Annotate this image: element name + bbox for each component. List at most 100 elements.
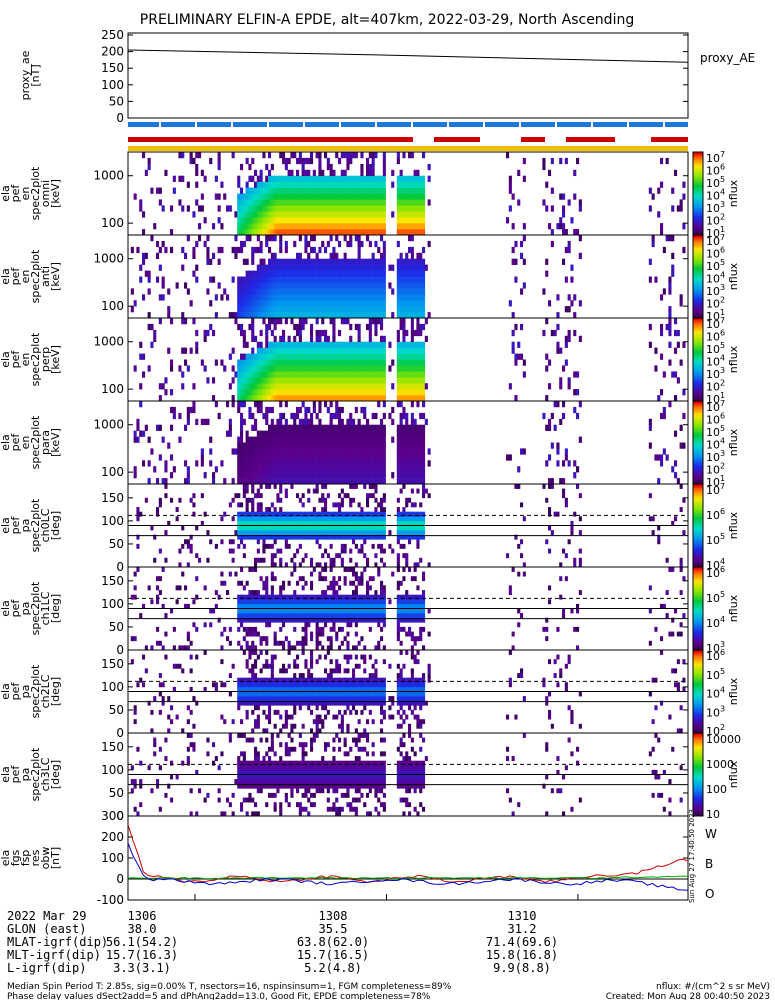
pa-spectrogram-cell <box>410 516 414 522</box>
spectrogram-cell <box>332 377 336 384</box>
spectrogram-cell <box>130 306 134 313</box>
pa-spectrogram-cell <box>136 567 140 572</box>
panel-ylabel: pef <box>9 350 22 369</box>
pa-spectrogram-cell <box>665 613 669 619</box>
spectrogram-cell <box>382 383 386 390</box>
spectrogram-cell <box>284 312 288 319</box>
spectrogram-cell <box>237 193 241 200</box>
spectrogram-cell <box>254 442 258 449</box>
spectrogram-cell <box>338 448 342 455</box>
spectrogram-cell <box>332 276 336 283</box>
pa-spectrogram-cell <box>312 516 316 522</box>
spectrogram-cell <box>256 288 260 295</box>
pa-spectrogram-cell <box>237 493 241 499</box>
spectrogram-cell <box>382 448 386 455</box>
spectrogram-cell <box>416 312 420 319</box>
pa-spectrogram-cell <box>279 507 283 513</box>
spectrogram-cell <box>220 223 224 230</box>
spectrogram-cell <box>172 187 176 194</box>
pa-spectrogram-cell <box>408 603 412 609</box>
spectrogram-cell <box>262 258 266 265</box>
spectrogram-cell <box>648 276 652 283</box>
spectrogram-cell <box>276 478 280 485</box>
pa-spectrogram-cell <box>508 590 512 596</box>
spectrogram-cell <box>408 454 412 461</box>
spectrogram-cell <box>380 276 384 283</box>
spectrogram-cell <box>287 217 291 224</box>
pa-spectrogram-cell <box>290 571 294 577</box>
spectrogram-cell <box>326 377 330 384</box>
spectrogram-cell <box>416 223 420 230</box>
spectrogram-cell <box>315 181 319 188</box>
spectrogram-cell <box>242 448 246 455</box>
pa-spectrogram-cell <box>315 594 319 600</box>
spectrogram-cell <box>408 223 412 230</box>
spectrogram-cell <box>335 199 339 206</box>
pa-spectrogram-cell <box>343 636 347 642</box>
spectrogram-cell <box>335 472 339 479</box>
pa-spectrogram-cell <box>377 603 381 609</box>
spectrogram-cell <box>307 270 311 277</box>
spectrogram-cell <box>329 454 333 461</box>
spectrogram-cell <box>363 454 367 461</box>
pa-spectrogram-cell <box>315 608 319 614</box>
spectrogram-cell <box>290 205 294 212</box>
spectrogram-cell <box>287 365 291 372</box>
spectrogram-cell <box>315 389 319 396</box>
spectrogram-cell <box>273 442 277 449</box>
spectrogram-cell <box>265 454 269 461</box>
pa-spectrogram-cell <box>276 534 280 540</box>
spectrogram-cell <box>413 436 417 443</box>
pa-spectrogram-cell <box>332 617 336 623</box>
pa-spectrogram-cell <box>237 580 241 586</box>
spectrogram-cell <box>315 318 319 325</box>
spectrogram-cell <box>245 442 249 449</box>
pa-spectrogram-cell <box>329 617 333 623</box>
spectrogram-cell <box>304 312 308 319</box>
spectrogram-cell <box>416 472 420 479</box>
pa-spectrogram-cell <box>374 608 378 614</box>
spectrogram-cell <box>259 294 263 301</box>
pa-spectrogram-cell <box>296 580 300 586</box>
spectrogram-cell <box>318 401 322 408</box>
spectrogram-cell <box>346 229 350 236</box>
spectrogram-cell <box>506 454 510 461</box>
spectrogram-cell <box>676 329 680 337</box>
spectrogram-cell <box>242 193 246 200</box>
spectrogram-cell <box>542 412 546 420</box>
spectrogram-cell <box>273 323 277 331</box>
pa-spectrogram-cell <box>396 608 400 614</box>
spectrogram-cell <box>326 300 330 307</box>
spectrogram-cell <box>550 412 554 420</box>
pa-spectrogram-cell <box>360 534 364 540</box>
pa-spectrogram-cell <box>130 659 134 665</box>
pa-spectrogram-cell <box>422 594 426 600</box>
spectrogram-cell <box>296 187 300 194</box>
spectrogram-cell <box>346 211 350 218</box>
spectrogram-cell <box>377 300 381 307</box>
spectrogram-cell <box>270 175 274 182</box>
spectrogram-cell <box>662 412 666 420</box>
spectrogram-cell <box>251 329 255 337</box>
spectrogram-cell <box>279 152 283 159</box>
spectrogram-cell <box>265 353 269 360</box>
pa-spectrogram-cell <box>422 488 426 494</box>
pa-spectrogram-cell <box>340 511 344 517</box>
spectrogram-cell <box>251 412 255 420</box>
spectrogram-cell <box>321 347 325 354</box>
spectrogram-cell <box>352 466 356 473</box>
spectrogram-cell <box>399 199 403 206</box>
spectrogram-cell <box>682 181 686 188</box>
spectrogram-cell <box>282 466 286 473</box>
pa-spectrogram-cell <box>262 594 266 600</box>
spectrogram-cell <box>150 235 154 242</box>
spectrogram-cell <box>660 294 664 301</box>
pa-spectrogram-cell <box>326 516 330 522</box>
spectrogram-cell <box>304 264 308 271</box>
spectrogram-cell <box>357 223 361 230</box>
spectrogram-cell <box>240 312 244 319</box>
spectrogram-cell <box>354 323 358 331</box>
spectrogram-cell <box>296 169 300 177</box>
spectrogram-cell <box>262 288 266 295</box>
pa-spectrogram-cell <box>396 617 400 623</box>
